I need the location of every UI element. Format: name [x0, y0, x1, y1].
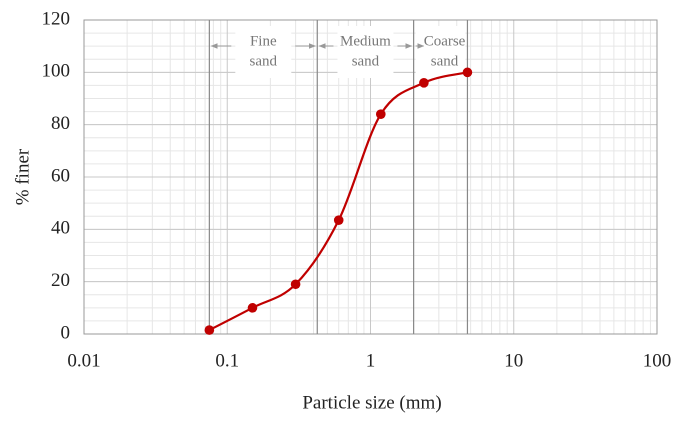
zone-label: sand [250, 53, 278, 69]
y-axis-label: % finer [12, 148, 33, 205]
x-tick-label: 10 [504, 350, 523, 371]
x-tick-label: 1 [366, 350, 376, 371]
y-tick-label: 40 [51, 218, 70, 239]
x-axis-label: Particle size (mm) [302, 392, 441, 413]
data-point [333, 215, 344, 225]
x-tick-label: 0.1 [215, 350, 239, 371]
zone-label: Fine [250, 33, 277, 49]
y-tick-label: 80 [51, 113, 70, 134]
y-tick-label: 60 [51, 165, 70, 186]
data-point [375, 109, 386, 119]
plot-frame [83, 19, 658, 335]
data-point [462, 67, 473, 78]
y-tick-label: 120 [42, 8, 71, 29]
zone-label: Medium [340, 33, 391, 49]
x-tick-label: 100 [643, 350, 672, 371]
x-tick-label: 0.01 [67, 350, 100, 371]
data-point [204, 325, 215, 335]
y-tick-label: 100 [42, 61, 71, 82]
y-tick-label: 20 [51, 270, 70, 291]
zone-label: sand [352, 53, 380, 69]
zone-label: Coarse [424, 33, 466, 49]
zone-label-box [415, 26, 466, 78]
y-tick-label: 0 [61, 322, 71, 343]
zone-label-box [235, 26, 292, 78]
data-point [290, 279, 301, 290]
zone-label: sand [431, 53, 459, 69]
data-point [247, 303, 258, 313]
zone-label-box [337, 26, 394, 78]
data-point [419, 78, 429, 88]
